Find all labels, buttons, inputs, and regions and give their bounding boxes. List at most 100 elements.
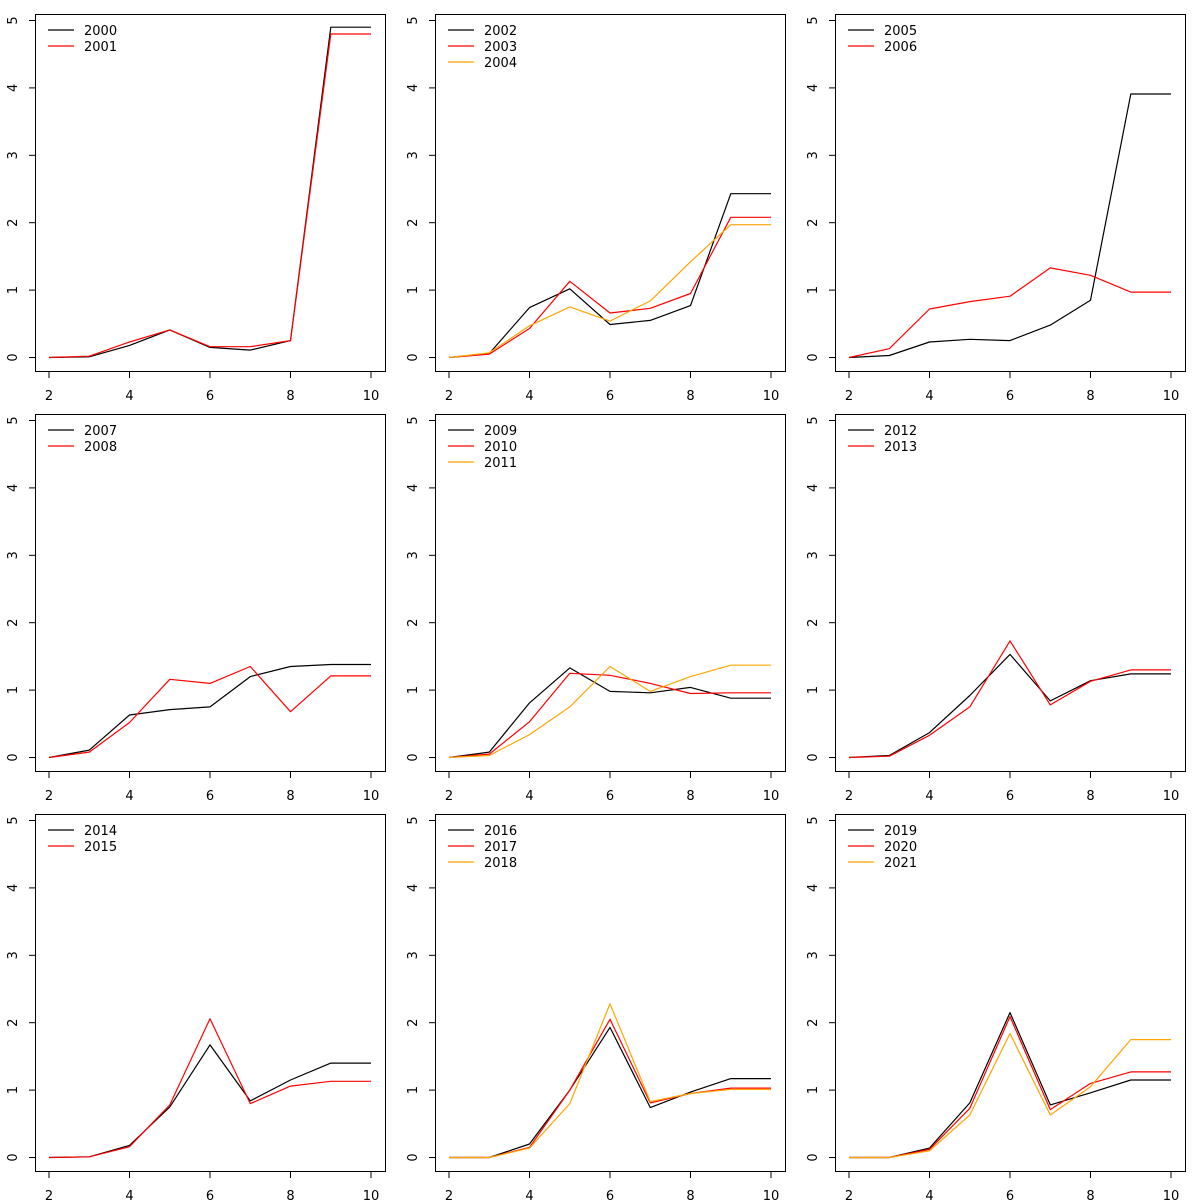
y-tick-label: 5 [406, 416, 421, 424]
x-tick-label: 10 [1163, 1189, 1180, 1200]
y-tick-label: 5 [806, 416, 821, 424]
series-line-2008 [48, 665, 371, 759]
y-tick-label: 3 [806, 951, 821, 959]
x-tick-label: 10 [1163, 789, 1180, 804]
y-tick-label: 5 [806, 16, 821, 24]
x-tick-label: 4 [525, 1189, 533, 1200]
legend-label: 2003 [484, 40, 517, 55]
x-tick-label: 10 [763, 789, 780, 804]
series-line-2012 [848, 653, 1171, 759]
plot-frame [835, 414, 1186, 772]
y-tick-label: 2 [806, 1019, 821, 1027]
series-line-2018 [449, 1003, 771, 1159]
x-tick-label: 10 [763, 1189, 780, 1200]
plot-frame [835, 14, 1186, 372]
y-tick-label: 4 [806, 84, 821, 92]
x-tick-label: 2 [445, 789, 453, 804]
y-tick-label: 1 [406, 286, 421, 294]
series-line-2011 [448, 664, 771, 759]
series-line-2016 [449, 1026, 771, 1159]
y-tick-label: 2 [6, 1019, 21, 1027]
y-tick-label: 2 [406, 619, 421, 627]
series-line-2009 [448, 667, 771, 759]
legend-label: 2001 [84, 40, 117, 55]
x-tick-label: 8 [686, 1189, 694, 1200]
series-line-2013 [848, 640, 1171, 759]
y-tick-label: 0 [6, 753, 21, 761]
legend-label: 2014 [84, 824, 117, 839]
y-tick-label: 4 [6, 884, 21, 892]
legend-label: 2012 [884, 424, 917, 439]
y-tick-label: 5 [406, 16, 421, 24]
series-line-2015 [48, 1018, 371, 1159]
y-tick-label: 3 [806, 551, 821, 559]
series-line-2007 [48, 663, 371, 759]
x-tick-label: 6 [1006, 1189, 1014, 1200]
plot-frame [35, 414, 386, 772]
y-tick-label: 0 [806, 1153, 821, 1161]
x-tick-label: 6 [606, 789, 614, 804]
y-tick-label: 5 [6, 16, 21, 24]
x-tick-label: 4 [525, 789, 533, 804]
x-tick-label: 2 [845, 789, 853, 804]
y-tick-label: 2 [6, 619, 21, 627]
legend-label: 2007 [84, 424, 117, 439]
y-tick-label: 0 [806, 353, 821, 361]
y-tick-label: 4 [406, 884, 421, 892]
series-line-2010 [448, 672, 771, 759]
legend-label: 2015 [84, 840, 117, 855]
x-tick-label: 2 [845, 1189, 853, 1200]
series-line-2005 [848, 93, 1171, 359]
x-tick-label: 10 [363, 789, 380, 804]
x-tick-label: 6 [206, 1189, 214, 1200]
x-tick-label: 4 [125, 789, 133, 804]
x-tick-label: 6 [206, 389, 214, 404]
legend-label: 2020 [884, 840, 917, 855]
y-tick-label: 0 [806, 753, 821, 761]
y-tick-label: 0 [406, 1153, 421, 1161]
series-line-2014 [48, 1044, 371, 1159]
series-line-2017 [449, 1018, 771, 1159]
x-tick-label: 10 [363, 1189, 380, 1200]
x-tick-label: 6 [1006, 389, 1014, 404]
series-line-2006 [848, 267, 1171, 359]
y-tick-label: 5 [6, 816, 21, 824]
y-tick-label: 2 [406, 1019, 421, 1027]
y-tick-label: 1 [806, 686, 821, 694]
legend-label: 2013 [884, 440, 917, 455]
x-tick-label: 8 [1086, 389, 1094, 404]
y-tick-label: 1 [406, 686, 421, 694]
y-tick-label: 5 [806, 816, 821, 824]
x-tick-label: 10 [763, 389, 780, 404]
legend-label: 2018 [484, 856, 517, 871]
x-tick-label: 2 [845, 389, 853, 404]
legend-label: 2006 [884, 40, 917, 55]
y-tick-label: 2 [806, 619, 821, 627]
x-tick-label: 8 [686, 389, 694, 404]
series-line-2020 [849, 1016, 1171, 1159]
legend-label: 2000 [84, 24, 117, 39]
y-tick-label: 5 [6, 416, 21, 424]
y-tick-label: 3 [406, 151, 421, 159]
series-line-2001 [48, 33, 371, 359]
y-tick-label: 0 [406, 753, 421, 761]
legend-label: 2017 [484, 840, 517, 855]
y-tick-label: 3 [6, 951, 21, 959]
legend-label: 2002 [484, 24, 517, 39]
y-tick-label: 1 [806, 286, 821, 294]
legend-label: 2004 [484, 56, 517, 71]
y-tick-label: 1 [6, 686, 21, 694]
legend-label: 2010 [484, 440, 517, 455]
legend-label: 2019 [884, 824, 917, 839]
x-tick-label: 8 [286, 1189, 294, 1200]
y-tick-label: 1 [6, 286, 21, 294]
x-tick-label: 4 [925, 389, 933, 404]
plot-frame [35, 814, 386, 1172]
series-line-2003 [448, 216, 771, 359]
y-tick-label: 5 [406, 816, 421, 824]
